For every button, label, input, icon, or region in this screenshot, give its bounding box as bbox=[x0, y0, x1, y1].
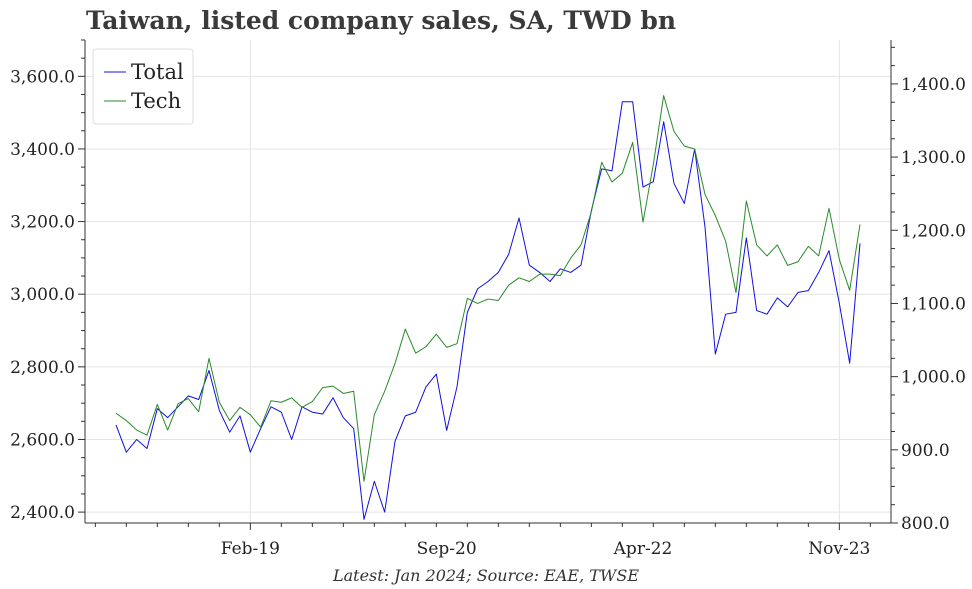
x-tick-label: Feb-19 bbox=[221, 539, 280, 559]
legend-label-total: Total bbox=[131, 60, 184, 84]
chart-footnote: Latest: Jan 2024; Source: EAE, TWSE bbox=[332, 566, 639, 585]
x-tick-label: Apr-22 bbox=[613, 539, 673, 559]
left-tick-label: 2,400.0 bbox=[10, 503, 75, 523]
right-tick-label: 900.0 bbox=[901, 441, 950, 461]
right-tick-label: 800.0 bbox=[901, 514, 950, 534]
right-tick-label: 1,400.0 bbox=[901, 75, 966, 95]
right-tick-label: 1,300.0 bbox=[901, 148, 966, 168]
right-tick-label: 1,000.0 bbox=[901, 368, 966, 388]
left-tick-label: 3,400.0 bbox=[10, 140, 75, 160]
left-tick-label: 3,200.0 bbox=[10, 213, 75, 233]
series-line-tech bbox=[115, 95, 861, 482]
legend-label-tech: Tech bbox=[131, 89, 181, 113]
series-line-total bbox=[115, 101, 861, 520]
right-tick-label: 1,200.0 bbox=[901, 221, 966, 241]
chart-title: Taiwan, listed company sales, SA, TWD bn bbox=[86, 6, 677, 35]
left-tick-label: 3,000.0 bbox=[10, 285, 75, 305]
x-tick-label: Nov-23 bbox=[808, 539, 870, 559]
legend-box bbox=[92, 48, 194, 125]
left-tick-label: 2,800.0 bbox=[10, 358, 75, 378]
left-tick-label: 2,600.0 bbox=[10, 430, 75, 450]
x-tick-label: Sep-20 bbox=[417, 539, 477, 559]
left-tick-label: 3,600.0 bbox=[10, 67, 75, 87]
right-tick-label: 1,100.0 bbox=[901, 294, 966, 314]
